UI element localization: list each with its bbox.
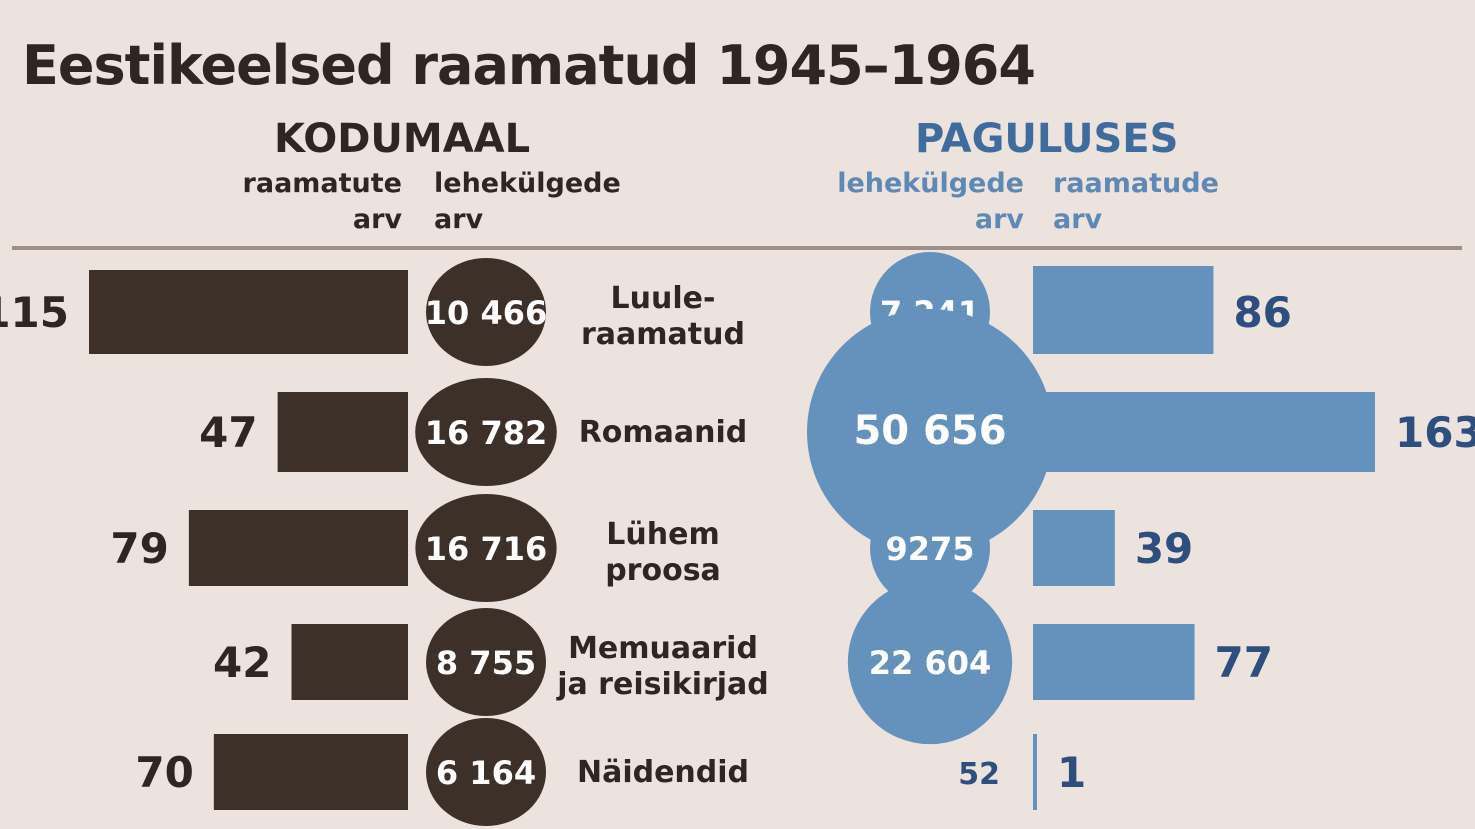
exile-pages-value: 9275 — [885, 530, 974, 568]
category-label: raamatud — [581, 317, 745, 352]
home-books-value: 70 — [135, 748, 193, 797]
exile-pages-circle — [870, 488, 990, 608]
home-books-bar — [89, 270, 408, 354]
home-books-value: 79 — [110, 524, 168, 573]
category-label: ja reisikirjad — [556, 667, 769, 702]
exile-books-bar — [1033, 510, 1115, 586]
exile-books-bar — [1033, 266, 1214, 354]
exile-pages-circle — [807, 309, 1053, 555]
home-pages-header: lehekülgede arv — [434, 166, 621, 238]
home-books-value: 47 — [199, 408, 257, 457]
exile-pages-header-line2: arv — [974, 204, 1024, 235]
home-books-header: raamatute arv — [232, 166, 402, 238]
exile-books-header: raamatude arv — [1053, 166, 1219, 238]
home-books-header-line2: arv — [352, 204, 402, 235]
exile-pages-circle — [847, 579, 1013, 745]
exile-books-header-line2: arv — [1053, 204, 1103, 235]
home-books-value: 115 — [0, 288, 69, 337]
chart-title: Eestikeelsed raamatud 1945–1964 — [22, 34, 1036, 97]
category-label: Näidendid — [577, 755, 749, 790]
home-books-value: 42 — [213, 638, 271, 687]
exile-books-bar — [1033, 624, 1195, 700]
category-label: Lühem — [606, 517, 719, 552]
home-pages-value: 6 164 — [436, 754, 536, 792]
exile-books-value: 77 — [1215, 638, 1273, 687]
home-pages-circle — [415, 494, 557, 602]
exile-pages-value: 50 656 — [853, 408, 1006, 454]
exile-pages-value: 52 — [958, 757, 1000, 792]
home-pages-value: 10 466 — [425, 294, 547, 332]
home-books-bar — [291, 624, 408, 700]
exile-pages-value: 22 604 — [869, 644, 991, 682]
home-pages-circle — [415, 378, 557, 486]
exile-books-value: 163 — [1395, 408, 1475, 457]
category-label: Romaanid — [579, 415, 748, 450]
home-pages-circle — [426, 608, 546, 716]
home-pages-value: 8 755 — [436, 644, 536, 682]
exile-pages-header: lehekülgede arv — [822, 166, 1024, 238]
category-label: Luule- — [611, 281, 716, 316]
exile-section-title: PAGULUSES — [915, 116, 1179, 162]
exile-books-value: 86 — [1233, 288, 1291, 337]
home-books-bar — [188, 510, 408, 586]
home-books-bar — [277, 392, 408, 472]
home-books-bar — [213, 734, 408, 810]
category-label: proosa — [605, 553, 721, 588]
exile-books-bar — [1033, 734, 1037, 810]
exile-books-value: 39 — [1135, 524, 1193, 573]
category-label: Memuaarid — [568, 631, 758, 666]
exile-books-value: 1 — [1057, 748, 1086, 797]
home-pages-header-line1: lehekülgede — [434, 168, 621, 199]
home-pages-value: 16 716 — [425, 530, 547, 568]
home-pages-circle — [426, 258, 546, 366]
home-section-title: KODUMAAL — [274, 116, 531, 162]
exile-pages-header-line1: lehekülgede — [837, 168, 1024, 199]
exile-books-header-line1: raamatude — [1053, 168, 1219, 199]
exile-books-bar — [1033, 392, 1375, 472]
home-pages-header-line2: arv — [434, 204, 484, 235]
header-divider — [12, 246, 1462, 250]
home-pages-circle — [426, 718, 546, 826]
home-pages-value: 16 782 — [425, 414, 547, 452]
home-books-header-line1: raamatute — [242, 168, 402, 199]
